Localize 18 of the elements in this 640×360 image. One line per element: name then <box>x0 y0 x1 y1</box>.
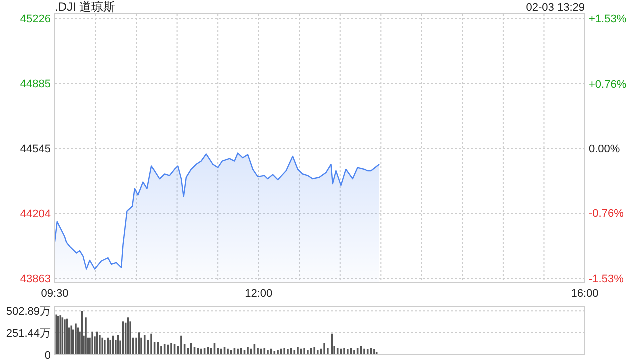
y-tick-label: 44885 <box>20 78 51 91</box>
y-tick-label: 45226 <box>20 14 51 26</box>
y-tick-label: 251.44万 <box>6 328 51 340</box>
text: 02-03 13:29 <box>526 2 585 14</box>
y-tick-label: 502.89万 <box>6 306 51 318</box>
x-tick-label: 16:00 <box>571 288 599 300</box>
chart-title: .DJI 道琼斯 <box>55 0 116 14</box>
y2-tick-label: +1.53% <box>589 14 627 26</box>
y-tick-label: 43863 <box>20 274 51 286</box>
x-tick-label: 09:30 <box>41 288 69 300</box>
y2-tick-label: -1.53% <box>589 273 624 286</box>
y2-tick-label: +0.76% <box>589 78 627 91</box>
y2-tick-label: 0.00% <box>589 144 620 156</box>
y-tick-label: 0 <box>44 350 51 360</box>
y2-tick-label: -0.76% <box>589 208 624 220</box>
y-tick-label: 44545 <box>20 144 51 156</box>
y-tick-label: 44204 <box>20 208 51 221</box>
x-tick-label: 12:00 <box>245 288 273 300</box>
